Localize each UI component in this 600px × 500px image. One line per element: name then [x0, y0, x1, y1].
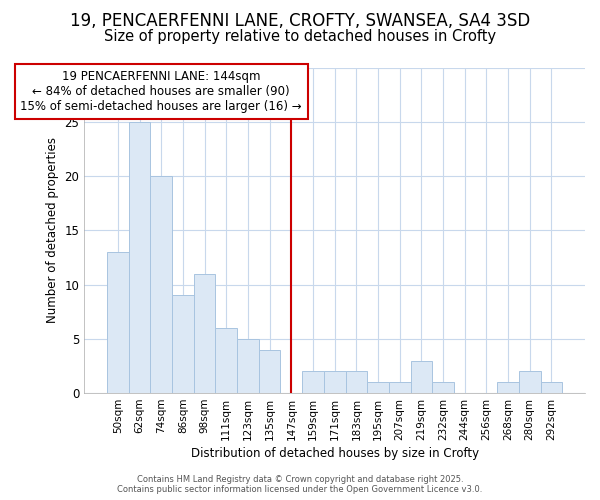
Bar: [324, 372, 346, 393]
Bar: [194, 274, 215, 393]
Bar: [302, 372, 324, 393]
Bar: [259, 350, 280, 393]
Bar: [129, 122, 151, 393]
Bar: [519, 372, 541, 393]
Bar: [389, 382, 410, 393]
Bar: [151, 176, 172, 393]
Bar: [541, 382, 562, 393]
Bar: [346, 372, 367, 393]
Text: 19 PENCAERFENNI LANE: 144sqm
← 84% of detached houses are smaller (90)
15% of se: 19 PENCAERFENNI LANE: 144sqm ← 84% of de…: [20, 70, 302, 112]
Bar: [215, 328, 237, 393]
Bar: [237, 339, 259, 393]
Bar: [432, 382, 454, 393]
Text: Size of property relative to detached houses in Crofty: Size of property relative to detached ho…: [104, 29, 496, 44]
Y-axis label: Number of detached properties: Number of detached properties: [46, 138, 59, 324]
Bar: [410, 360, 432, 393]
Bar: [107, 252, 129, 393]
Text: 19, PENCAERFENNI LANE, CROFTY, SWANSEA, SA4 3SD: 19, PENCAERFENNI LANE, CROFTY, SWANSEA, …: [70, 12, 530, 30]
Text: Contains HM Land Registry data © Crown copyright and database right 2025.
Contai: Contains HM Land Registry data © Crown c…: [118, 474, 482, 494]
X-axis label: Distribution of detached houses by size in Crofty: Distribution of detached houses by size …: [191, 447, 479, 460]
Bar: [497, 382, 519, 393]
Bar: [172, 296, 194, 393]
Bar: [367, 382, 389, 393]
